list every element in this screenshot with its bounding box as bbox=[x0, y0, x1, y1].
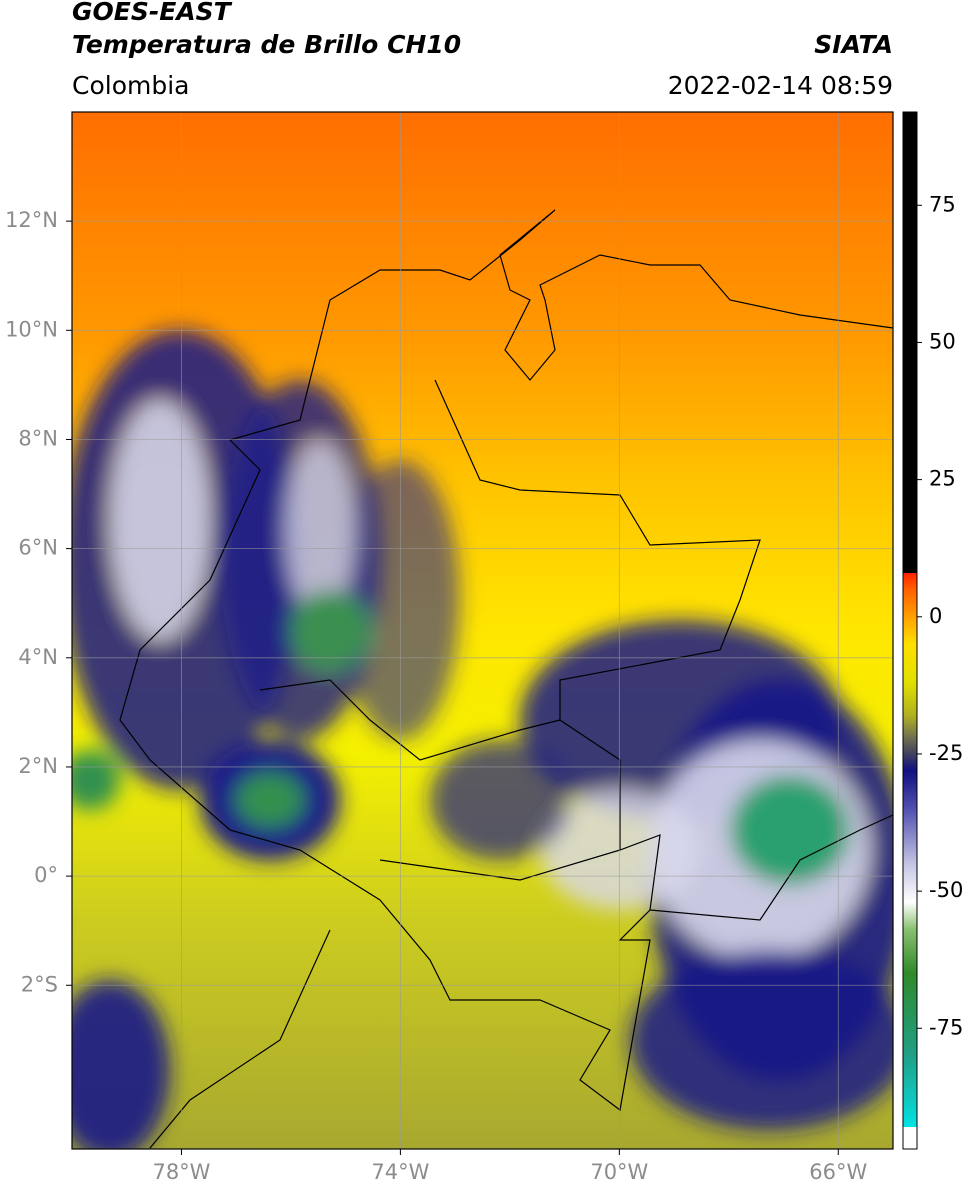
y-tick-label: 6°N bbox=[18, 536, 58, 560]
source: SIATA bbox=[814, 30, 893, 59]
map-frame bbox=[71, 111, 894, 1150]
region: Colombia bbox=[72, 71, 189, 100]
colorbar-tick-label: -25 bbox=[929, 741, 963, 765]
colorbar-tick-label: -75 bbox=[929, 1015, 963, 1039]
colorbar-tick-label: 50 bbox=[929, 329, 956, 353]
colorbar bbox=[902, 111, 918, 1150]
y-tick-label: 2°N bbox=[18, 754, 58, 778]
satellite-image bbox=[72, 112, 893, 1149]
x-tick-label: 66°W bbox=[809, 1160, 867, 1184]
subtitle: Temperatura de Brillo CH10 bbox=[72, 30, 461, 59]
x-tick-label: 74°W bbox=[371, 1160, 429, 1184]
x-tick-label: 78°W bbox=[152, 1160, 210, 1184]
colorbar-tick-label: 0 bbox=[929, 604, 942, 628]
colorbar-tick-label: -50 bbox=[929, 878, 963, 902]
datetime: 2022-02-14 08:59 bbox=[668, 71, 893, 100]
y-tick-label: 2°S bbox=[21, 972, 58, 996]
y-tick-label: 10°N bbox=[5, 317, 58, 341]
colorbar-tick-label: 75 bbox=[929, 192, 956, 216]
y-tick-label: 4°N bbox=[18, 645, 58, 669]
colorbar-tick-label: 25 bbox=[929, 467, 956, 491]
y-tick-label: 0° bbox=[34, 863, 58, 887]
title: GOES-EAST bbox=[72, 0, 233, 26]
y-tick-label: 12°N bbox=[5, 208, 58, 232]
x-tick-label: 70°W bbox=[590, 1160, 648, 1184]
grid bbox=[72, 112, 893, 1149]
y-tick-label: 8°N bbox=[18, 426, 58, 450]
